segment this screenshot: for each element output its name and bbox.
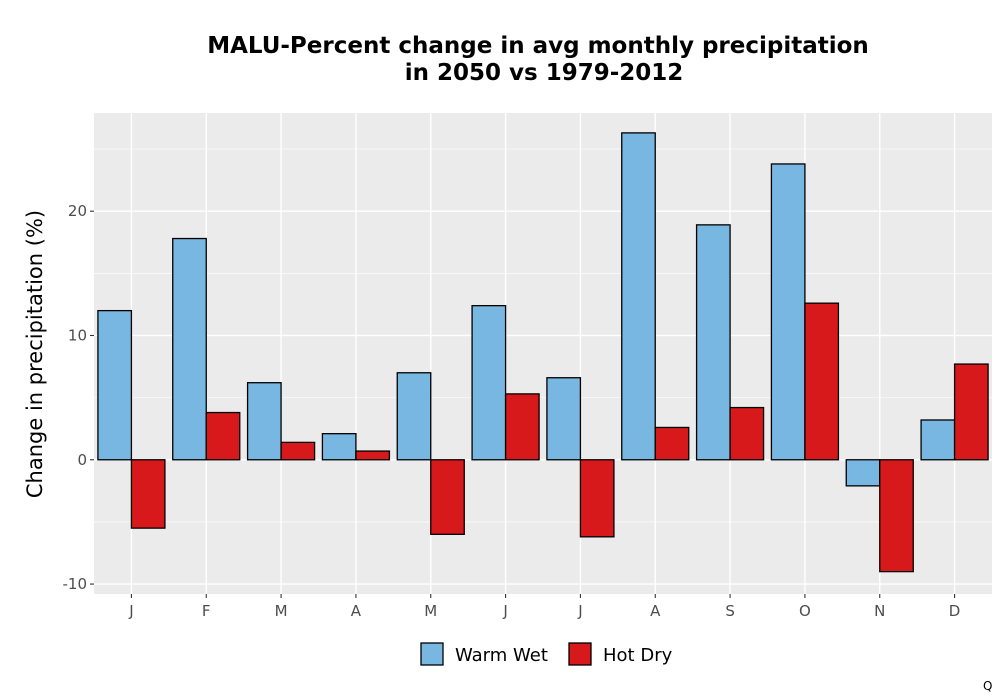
- bar-warm-wet: [172, 237, 207, 461]
- bar-hot-dry: [579, 459, 615, 538]
- corner-mark: Q: [983, 679, 992, 693]
- y-tick-label: 20: [68, 202, 87, 220]
- bar-hot-dry: [280, 441, 316, 461]
- x-tick-label: A: [351, 602, 362, 620]
- bar-warm-wet: [471, 304, 507, 461]
- x-tick-label: A: [650, 602, 661, 620]
- chart-title-line-1: MALU-Percent change in avg monthly preci…: [207, 33, 869, 59]
- y-tick-label: -10: [63, 575, 88, 593]
- x-tick-label: F: [202, 602, 211, 620]
- bars: [97, 132, 989, 573]
- bar-warm-wet: [695, 224, 731, 461]
- bar-warm-wet: [246, 382, 282, 461]
- bar-warm-wet: [845, 459, 881, 487]
- x-tick-label: J: [502, 602, 507, 620]
- y-tick-label: 10: [68, 326, 87, 344]
- legend-swatch-warm-wet: [420, 642, 444, 666]
- bar-hot-dry: [205, 411, 241, 461]
- x-tick-label: J: [577, 602, 582, 620]
- bar-hot-dry: [130, 459, 166, 529]
- y-axis: -10 0 10 20: [63, 202, 94, 593]
- bar-hot-dry: [729, 406, 765, 461]
- y-axis-label: Change in precipitation (%): [23, 210, 47, 498]
- bar-warm-wet: [770, 163, 806, 461]
- bar-hot-dry: [430, 459, 465, 535]
- x-tick-label: S: [725, 602, 735, 620]
- chart-title-line-2: in 2050 vs 1979-2012: [405, 60, 684, 86]
- y-tick-label: 0: [77, 451, 87, 469]
- bar-warm-wet: [321, 433, 357, 461]
- legend-swatch-hot-dry: [568, 642, 592, 666]
- bar-warm-wet: [396, 372, 432, 461]
- legend-label-hot-dry: Hot Dry: [603, 645, 673, 666]
- x-tick-label: M: [424, 602, 437, 620]
- legend: Warm Wet Hot Dry: [420, 642, 673, 666]
- bar-hot-dry: [879, 459, 914, 573]
- bar-warm-wet: [920, 419, 956, 461]
- bar-hot-dry: [804, 302, 840, 461]
- bar-hot-dry: [355, 450, 391, 461]
- x-tick-label: O: [799, 602, 811, 620]
- x-tick-label: N: [874, 602, 885, 620]
- bar-warm-wet: [97, 309, 133, 461]
- x-tick-label: J: [128, 602, 133, 620]
- x-tick-label: D: [949, 602, 961, 620]
- legend-label-warm-wet: Warm Wet: [455, 645, 548, 666]
- grid-minor: [94, 148, 992, 523]
- bar-hot-dry: [953, 363, 989, 461]
- bar-hot-dry: [504, 393, 540, 461]
- bar-hot-dry: [654, 426, 690, 461]
- bar-warm-wet: [621, 132, 656, 461]
- bar-warm-wet: [546, 377, 582, 461]
- x-tick-label: M: [275, 602, 288, 620]
- plot-panel: [94, 113, 992, 594]
